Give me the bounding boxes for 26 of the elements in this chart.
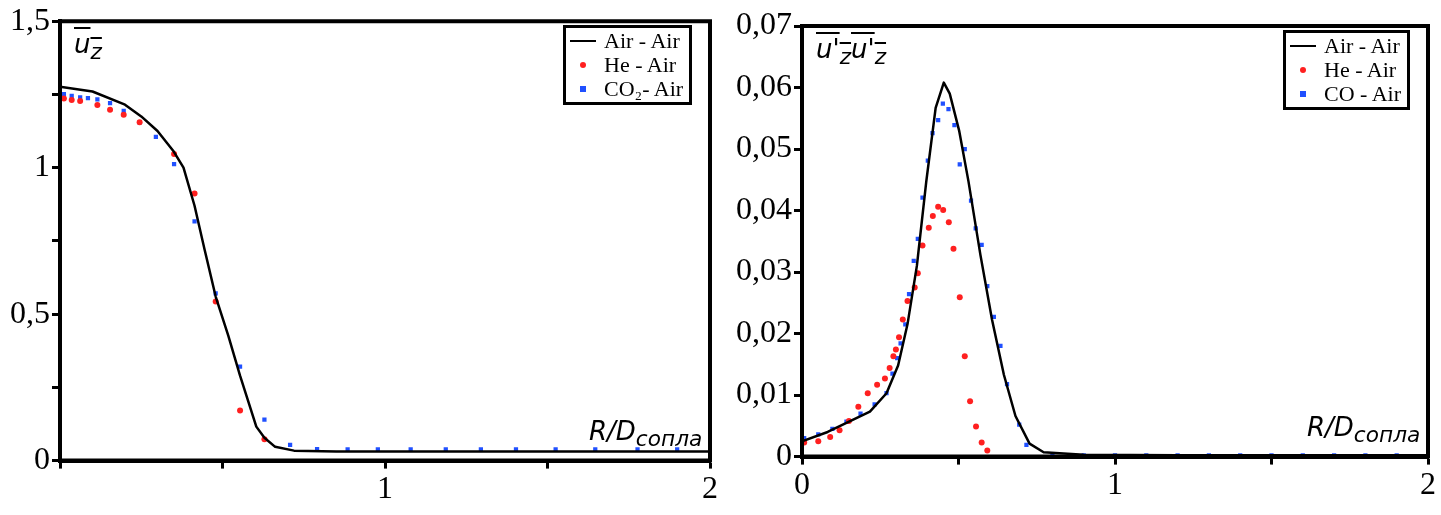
y-tick-label: 0,03 (736, 251, 792, 288)
legend-label: He - Air (604, 52, 677, 79)
y-axis-title: u'$_{z}$u'$_{z}$ (816, 34, 887, 70)
y-tick-label: 1,5 (10, 0, 50, 37)
y-tick-label: 0,02 (736, 312, 792, 349)
y-tick-label: 0 (34, 440, 50, 477)
legend-label: He - Air (1324, 57, 1397, 83)
y-tick-label: 1 (34, 147, 50, 184)
y-axis-title: u$_{z}$ (74, 29, 102, 65)
x-tick-label: 1 (1107, 465, 1123, 502)
y-tick-label: 0,05 (736, 128, 792, 165)
legend-label: Air - Air (1324, 33, 1400, 59)
y-tick-label: 0 (776, 436, 792, 473)
x-tick-label: 2 (702, 469, 718, 506)
y-tick-label: 0,07 (736, 5, 792, 42)
x-tick-label: 1 (377, 469, 393, 506)
x-axis-title: R/D$_{сопла}$ (589, 415, 703, 451)
legend-label: CO₂- Air (604, 76, 684, 103)
x-axis-title: R/D$_{сопла}$ (1307, 411, 1421, 447)
y-tick-label: 0,06 (736, 66, 792, 103)
x-tick-label: 2 (1420, 465, 1436, 502)
legend-label: Air - Air (604, 28, 680, 55)
y-tick-label: 0,04 (736, 189, 792, 226)
legend-label: CO - Air (1324, 81, 1401, 107)
y-tick-label: 0,5 (10, 293, 50, 330)
y-tick-label: 0,01 (736, 374, 792, 411)
